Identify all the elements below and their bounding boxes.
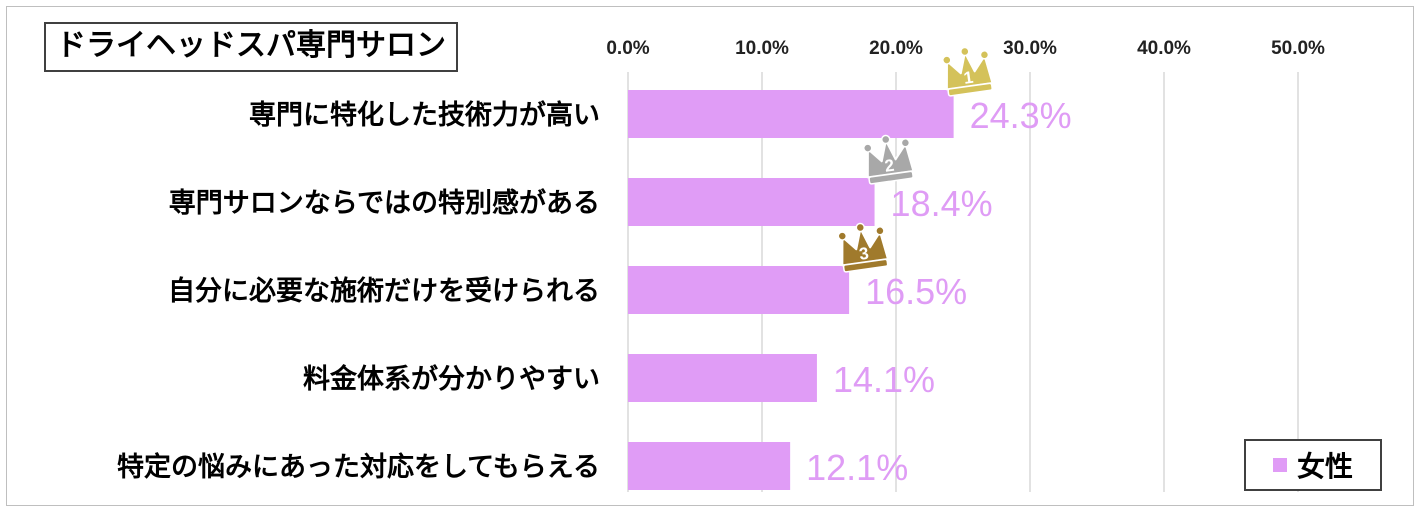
x-tick-label: 0.0% xyxy=(606,38,649,59)
category-label: 特定の悩みにあった対応をしてもらえる xyxy=(117,451,600,483)
crown-jewel xyxy=(855,222,866,233)
legend-swatch xyxy=(1272,458,1287,472)
crown-jewel xyxy=(960,46,970,57)
category-label: 専門に特化した技術力が高い xyxy=(249,99,600,131)
x-tick-label: 20.0% xyxy=(869,38,923,59)
legend-label-female: 女性 xyxy=(1296,450,1353,483)
crown-jewel xyxy=(837,231,848,241)
crown-base xyxy=(947,82,993,97)
crown-icon: 1 xyxy=(942,46,994,97)
data-label: 16.5% xyxy=(865,271,967,312)
category-label: 料金体系が分かりやすい xyxy=(303,363,600,395)
legend: 女性 xyxy=(1244,439,1382,491)
x-axis-ticks: 0.0% 10.0% 20.0% 30.0% 40.0% 50.0% xyxy=(606,38,1325,59)
rank-number: 1 xyxy=(962,68,974,88)
crown-base xyxy=(842,258,889,273)
x-tick-label: 50.0% xyxy=(1271,38,1325,59)
bar xyxy=(628,354,817,402)
bar xyxy=(628,178,875,226)
chart-frame xyxy=(6,6,1414,506)
bar xyxy=(628,266,850,314)
crown-jewel xyxy=(900,138,911,148)
crown-icon: 3 xyxy=(837,222,889,273)
category-labels: 専門に特化した技術力が高い専門サロンならではの特別感がある自分に必要な施術だけを… xyxy=(117,99,600,483)
x-tick-label: 40.0% xyxy=(1137,38,1191,59)
rank-badges: 1 2 3 xyxy=(837,46,994,273)
data-label: 24.3% xyxy=(970,95,1072,136)
crown-base xyxy=(868,170,914,185)
category-label: 自分に必要な施術だけを受けられる xyxy=(168,275,600,307)
crown-jewel xyxy=(875,226,885,236)
crown-jewel xyxy=(880,134,891,145)
x-tick-label: 10.0% xyxy=(735,38,789,59)
crown-jewel xyxy=(942,55,952,65)
data-labels: 24.3% 18.4% 16.5% 14.1% 12.1% xyxy=(806,95,1072,488)
crown-jewel xyxy=(979,50,990,60)
data-label: 14.1% xyxy=(833,359,935,400)
data-label: 18.4% xyxy=(891,183,993,224)
rank-number: 2 xyxy=(883,156,895,176)
bar xyxy=(628,442,791,490)
crown-jewel xyxy=(863,143,873,153)
data-label: 12.1% xyxy=(806,447,908,488)
crown-icon: 2 xyxy=(863,134,915,185)
bar xyxy=(628,90,954,138)
category-label: 専門サロンならではの特別感がある xyxy=(169,187,600,219)
bars xyxy=(628,90,954,490)
chart-title: ドライヘッドスパ専門サロン xyxy=(44,22,458,72)
rank-number: 3 xyxy=(858,244,870,264)
x-tick-label: 30.0% xyxy=(1003,38,1057,59)
